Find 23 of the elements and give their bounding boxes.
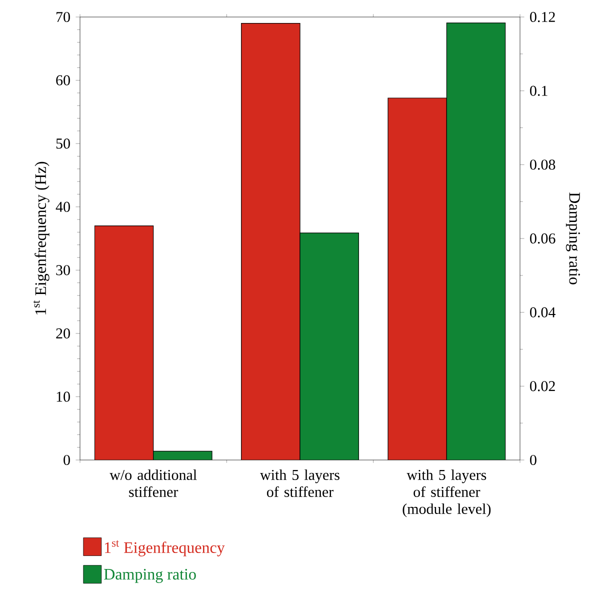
y-tick-label: 40 [56,202,70,212]
y2-tick-label: 0.1 [530,86,548,96]
y-tick-label: 20 [56,328,70,338]
y2-tick-label: 0.08 [530,160,556,170]
y-tick-label: 70 [56,12,70,22]
x-tick-label: with 5 layers of stiffener [260,469,340,498]
y2-tick-label: 0.06 [530,233,556,244]
y-tick-label: 10 [56,392,70,402]
y2-axis-title: Damping ratio [566,192,580,284]
y-axis-title: 1$^{st}$ Eigenfrequency (Hz) [33,162,50,314]
x-tick-label: w/o additional stiffener [110,469,197,498]
y2-tick-label: 0.12 [530,12,555,22]
x-tick-label: with 5 layers of stiffener (module level) [402,469,491,518]
y-tick-label: 60 [56,75,70,86]
y-tick-label: 30 [56,265,70,276]
y2-tick-label: 0.02 [530,381,555,392]
bar [94,226,154,460]
legend-label: Damping ratio [104,568,196,583]
y-tick-label: 50 [56,138,70,149]
legend-label: 1$^{st}$ Eigenfrequency [105,540,225,556]
y2-tick-label: 0 [530,454,536,466]
y2-tick-label: 0.04 [530,307,556,318]
y-tick-label: 0 [64,454,70,466]
